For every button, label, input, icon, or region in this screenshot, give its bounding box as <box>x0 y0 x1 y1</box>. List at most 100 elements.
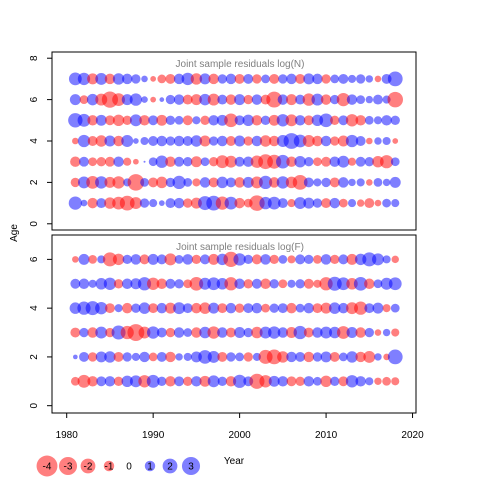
panel-bottom-bubble <box>121 302 133 314</box>
legend-bubble <box>103 460 115 472</box>
legend-bubble <box>80 458 96 474</box>
panel-top-bubble <box>234 156 245 167</box>
panel-top-bubble <box>190 156 202 168</box>
panel-bottom-bubble <box>251 254 262 265</box>
panel-bottom-bubble <box>382 376 391 386</box>
panel-top-bubble <box>321 198 332 209</box>
panel-bottom-bubble <box>277 303 288 314</box>
panel-bottom-bubble <box>391 328 400 337</box>
panel-top-bubble <box>336 92 350 107</box>
panel-top-bubble <box>217 135 228 147</box>
panel-top-bubble <box>374 199 382 207</box>
x-tick-label: 2010 <box>315 430 338 441</box>
panel-bottom-bubble <box>346 351 358 363</box>
panel-top-bubble <box>182 94 193 105</box>
panel-bottom-bubble <box>251 326 263 339</box>
panel-top-bubble <box>382 178 391 187</box>
panel-top-bubble <box>373 178 383 187</box>
panel-bottom-bubble <box>122 254 132 265</box>
panel-bottom-bubble <box>304 254 314 265</box>
panel-top-bubble <box>234 115 245 126</box>
legend-bubble <box>181 456 201 476</box>
panel-bottom-bubble <box>380 277 393 290</box>
panel-top-bubble <box>365 95 374 104</box>
panel-top-bubble <box>347 199 357 208</box>
panel-bottom-bubble <box>303 327 314 338</box>
panel-top-bubble <box>276 114 290 127</box>
panel-top-bubble <box>139 115 150 126</box>
panel-top-y-tick-label: 4 <box>29 138 40 144</box>
panel-bottom-bubble <box>95 351 107 363</box>
panel-top-bubble <box>123 157 132 166</box>
panel-top-bubble <box>156 176 168 189</box>
panel-top-bubble <box>293 134 307 148</box>
panel-top-bubble <box>104 156 115 167</box>
panel-bottom-bubble <box>164 253 177 266</box>
panel-top-bubble <box>129 114 142 127</box>
panel-top-bubble <box>104 176 116 188</box>
panel-top-bubble <box>68 196 82 210</box>
x-tick-label: 2020 <box>401 430 424 441</box>
panel-top-bubble <box>355 136 366 146</box>
panel-bottom-bubble <box>259 326 272 339</box>
panel-bottom-bubble <box>382 328 391 337</box>
panel-bottom-bubble <box>312 352 323 362</box>
panel-top-bubble <box>374 137 382 145</box>
panel-top-bubble <box>95 135 107 147</box>
panel-top-bubble <box>356 199 365 207</box>
panel-top-bubble <box>321 177 331 188</box>
panel-bottom-bubble <box>87 352 98 362</box>
panel-bottom-bubble <box>286 351 297 363</box>
panel-bottom-bubble <box>138 326 151 339</box>
x-axis: 1980 1990 2000 2010 2020 <box>56 412 424 441</box>
panel-top-bubble <box>356 178 365 187</box>
panel-bottom-bubble <box>233 253 246 266</box>
panel-top-bubble <box>266 91 283 108</box>
panel-bottom-bubble <box>148 303 159 314</box>
panel-bottom-bubble <box>138 302 151 314</box>
panel-bottom-bubble <box>277 351 289 363</box>
panel-bottom-bubble <box>391 255 399 264</box>
panel-bottom-y-tick-label: 4 <box>29 305 40 311</box>
panel-bottom-bubble <box>320 351 332 363</box>
panel-top-bubble <box>292 175 308 190</box>
panel-top-bubble <box>382 136 391 146</box>
panel-top-bubble <box>268 114 280 126</box>
panel-bottom-bubble <box>329 326 341 339</box>
panel-bottom-bubble <box>278 279 288 289</box>
panel-bottom-bubble <box>234 327 246 339</box>
panel-bottom-bubble <box>79 351 89 362</box>
panel-top-bubble <box>313 157 322 167</box>
panel-top-bubble <box>390 115 400 125</box>
panel-top-bubble <box>216 176 229 189</box>
panel-bottom-bubble <box>73 354 78 360</box>
panel-bottom-bubble <box>295 376 305 386</box>
panel-top-bubble <box>112 176 125 189</box>
panel-top-bubble <box>121 94 133 106</box>
panel-top-bubble <box>366 137 373 145</box>
panel-top-bubble <box>294 115 306 126</box>
panel-top-bubble <box>157 74 167 84</box>
panel-bottom-bubble <box>286 376 297 387</box>
panel-top-bubble <box>329 177 340 188</box>
panel-top-bubble <box>113 135 124 147</box>
panel-top-bubble <box>140 178 149 187</box>
panel-bottom-bubble <box>390 303 400 313</box>
panel-top-bubble <box>182 115 193 126</box>
panel-bottom-bubble <box>320 254 332 265</box>
panel-bottom-bubble <box>78 278 90 289</box>
panel-top-bubble <box>391 199 400 208</box>
panel-bottom-bubble <box>353 276 368 291</box>
panel-top-bubble <box>165 198 176 209</box>
panel-top-bubble <box>267 196 281 210</box>
panel-top-bubble <box>278 74 288 84</box>
panel-bottom-bubble <box>374 353 382 361</box>
panel-bottom-bubble <box>208 302 220 314</box>
panel-bottom-bubble <box>191 254 202 265</box>
panel-bottom-bubble <box>266 349 282 365</box>
panel-bottom-bubble <box>139 254 150 265</box>
panel-bottom-bubble <box>312 303 323 314</box>
panel-top-bubble <box>129 93 143 106</box>
panel-top-bubble <box>165 73 176 84</box>
panel-bottom-bubble <box>313 376 322 386</box>
